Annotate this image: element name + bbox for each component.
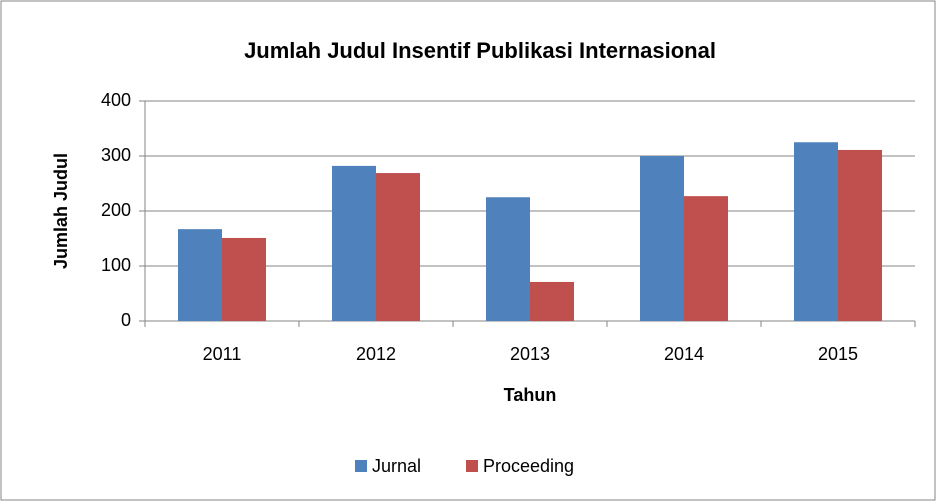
bar: [530, 281, 574, 321]
bar: [222, 237, 266, 321]
bar: [376, 173, 420, 321]
y-tick-label: 200: [101, 200, 131, 220]
legend-swatch: [466, 460, 478, 472]
y-tick-label: 100: [101, 255, 131, 275]
legend-label: Jurnal: [372, 456, 421, 476]
legend-swatch: [355, 460, 367, 472]
y-axis-title: Jumlah Judul: [51, 153, 71, 269]
x-tick-label: 2015: [818, 344, 858, 364]
x-tick-label: 2013: [510, 344, 550, 364]
bar: [332, 165, 376, 321]
x-axis-title: Tahun: [504, 385, 557, 405]
y-tick-label: 400: [101, 90, 131, 110]
x-tick-label: 2011: [203, 344, 242, 364]
bar: [178, 229, 222, 321]
bar: [794, 142, 838, 321]
chart-title: Jumlah Judul Insentif Publikasi Internas…: [244, 38, 716, 63]
y-tick-label: 300: [101, 145, 131, 165]
y-tick-label: 0: [121, 310, 131, 330]
bar: [684, 196, 728, 321]
x-tick-label: 2014: [664, 344, 704, 364]
legend-label: Proceeding: [483, 456, 574, 476]
x-tick-label: 2012: [356, 344, 396, 364]
bar: [838, 149, 882, 321]
bar: [486, 197, 530, 321]
bar: [640, 156, 684, 321]
